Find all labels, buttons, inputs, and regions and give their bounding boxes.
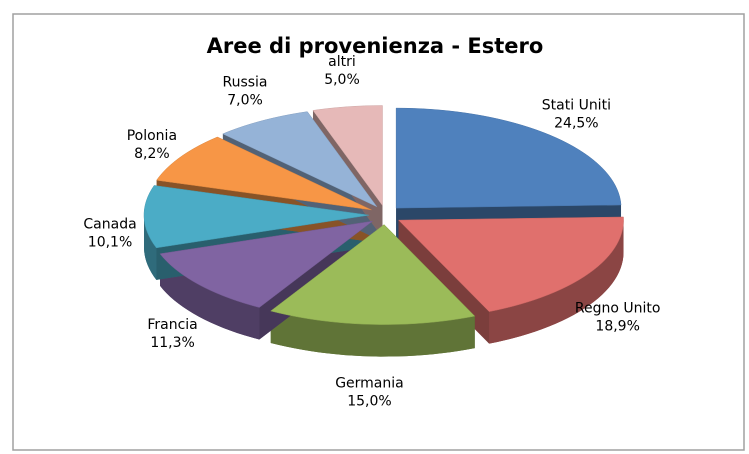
slice-label-name: Polonia [127,128,177,144]
pie-slice [159,220,373,308]
slice-label-value: 8,2% [134,146,170,162]
pie-slice [312,105,383,207]
pie-slice [222,111,378,207]
pie-slice [156,136,372,211]
slice-outer-wall [489,220,624,344]
pie-slice [397,216,624,312]
slice-outer-wall [160,253,260,340]
slice-outer-wall [144,215,157,280]
slice-label-name: Canada [83,217,136,233]
slice-label-value: 15,0% [347,394,391,410]
slice-label-value: 10,1% [88,235,132,251]
slice-label-value: 24,5% [554,116,598,132]
slice-label-value: 5,0% [324,72,360,88]
slice-label-value: 7,0% [227,93,263,109]
pie-slice [143,185,370,249]
slice-label-value: 18,9% [595,318,639,334]
slice-label-name: Regno Unito [575,300,661,316]
slice-label-name: Germania [335,376,404,392]
slice-label-name: Francia [147,317,197,333]
slice-label-name: Stati Uniti [542,98,611,114]
slice-outer-wall [270,310,475,357]
chart-title: Aree di provenienza - Estero [207,34,544,58]
slice-label-name: Russia [222,75,267,91]
slice-label-value: 11,3% [150,335,194,351]
slice-label-name: altri [328,54,356,70]
pie-slice [395,107,622,209]
pie-slice [270,224,476,325]
